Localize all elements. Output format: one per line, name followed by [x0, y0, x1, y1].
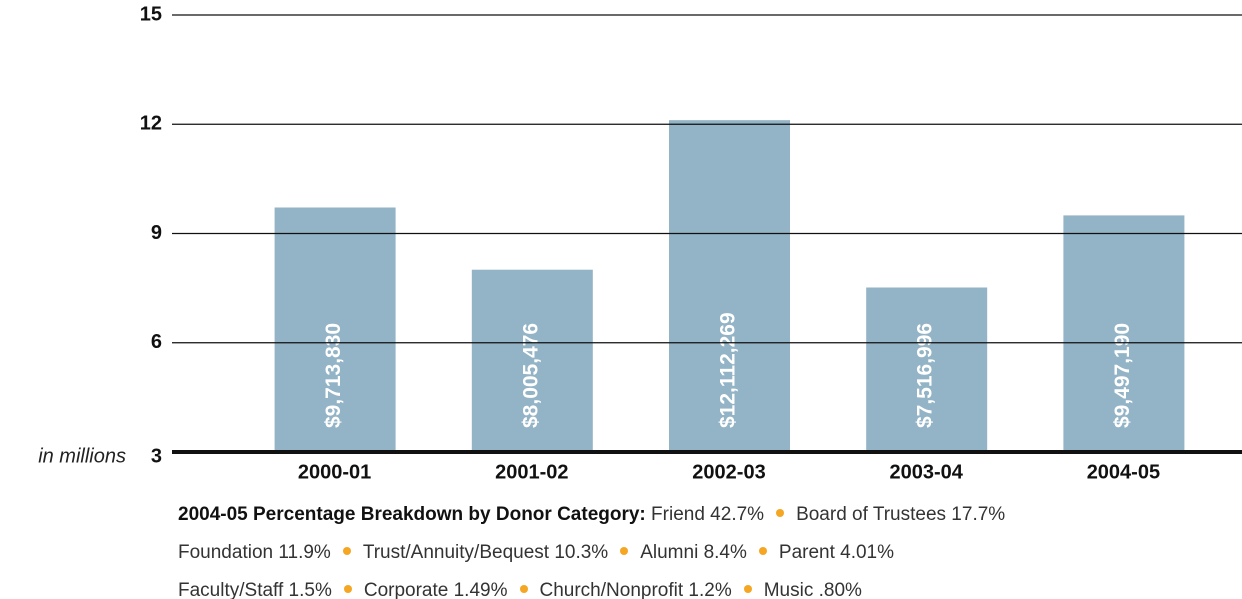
- value-label: $9,497,190: [1111, 323, 1134, 428]
- breakdown-item: Friend 42.7%: [651, 504, 765, 525]
- x-tick-label: 2003-04: [889, 461, 963, 483]
- value-label: $12,112,269: [717, 312, 740, 428]
- value-label: $7,516,996: [914, 323, 937, 428]
- donor-breakdown: 2004-05 Percentage Breakdown by Donor Ca…: [178, 496, 1238, 599]
- breakdown-item: Music .80%: [763, 580, 862, 599]
- y-axis-label: in millions: [38, 445, 126, 467]
- breakdown-item: Alumni 8.4%: [640, 542, 747, 563]
- value-label: $9,713,830: [322, 323, 345, 428]
- breakdown-item: Foundation 11.9%: [178, 542, 331, 563]
- breakdown-item: Faculty/Staff 1.5%: [178, 580, 332, 599]
- breakdown-title: 2004-05 Percentage Breakdown by Donor Ca…: [178, 504, 646, 525]
- x-tick-label: 2004-05: [1087, 461, 1160, 483]
- chart: in millions $9,713,830 2000-01 $8,005,476 2…: [38, 3, 1242, 483]
- separator-dot: [343, 585, 352, 594]
- bar: [669, 120, 790, 453]
- breakdown-item: Board of Trustees 17.7%: [796, 504, 1006, 525]
- x-tick-label: 2002-03: [692, 461, 765, 483]
- bar: [1063, 215, 1185, 452]
- separator-dot: [342, 547, 351, 556]
- breakdown-item: Parent 4.01%: [778, 542, 895, 563]
- separator-dot: [776, 509, 785, 518]
- y-tick-label: 12: [140, 113, 162, 135]
- y-tick-label: 6: [151, 331, 162, 353]
- breakdown-item: Corporate 1.49%: [363, 580, 508, 599]
- x-tick-label: 2001-02: [495, 461, 568, 483]
- value-label: $8,005,476: [519, 323, 542, 428]
- separator-dot: [758, 547, 767, 556]
- breakdown-item: Church/Nonprofit 1.2%: [539, 580, 732, 599]
- separator-dot: [620, 547, 629, 556]
- y-tick-label: 9: [151, 222, 162, 244]
- bar: [471, 269, 593, 452]
- x-tick-label: 2000-01: [298, 461, 371, 483]
- bar: [866, 287, 988, 452]
- breakdown-item: Trust/Annuity/Bequest 10.3%: [362, 542, 609, 563]
- y-tick-label: 3: [151, 445, 162, 467]
- separator-dot: [519, 585, 528, 594]
- y-tick-label: 15: [140, 3, 162, 25]
- separator-dot: [743, 585, 752, 594]
- bar: [274, 207, 396, 452]
